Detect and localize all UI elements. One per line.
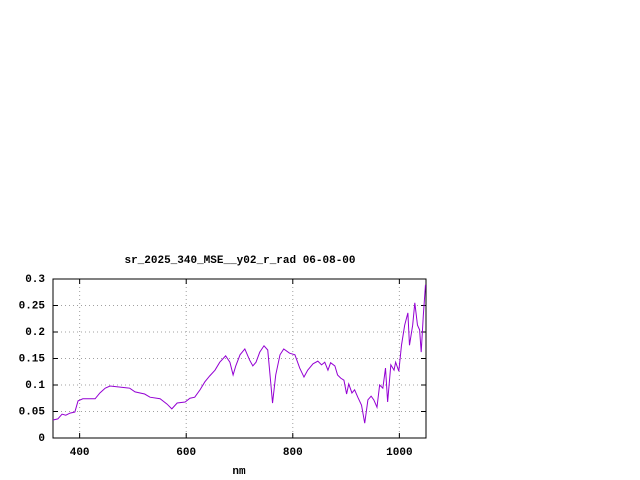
x-tick-label: 400 (70, 447, 90, 459)
y-tick-label: 0.2 (25, 327, 45, 339)
chart-title: sr_2025_340_MSE__y02_r_rad 06-08-00 (124, 255, 355, 267)
x-tick-label: 800 (283, 447, 303, 459)
plot-border (52, 278, 427, 439)
y-tick-label: 0 (38, 433, 45, 445)
data-line (52, 284, 426, 424)
y-tick-label: 0.25 (19, 300, 46, 312)
y-tick-label: 0.15 (19, 353, 46, 365)
x-axis-label: nm (232, 466, 246, 478)
y-tick-label: 0.1 (25, 380, 45, 392)
x-tick-label: 600 (176, 447, 196, 459)
y-tick-label: 0.3 (25, 274, 45, 286)
x-tick-label: 1000 (386, 447, 412, 459)
y-tick-label: 0.05 (19, 406, 46, 418)
